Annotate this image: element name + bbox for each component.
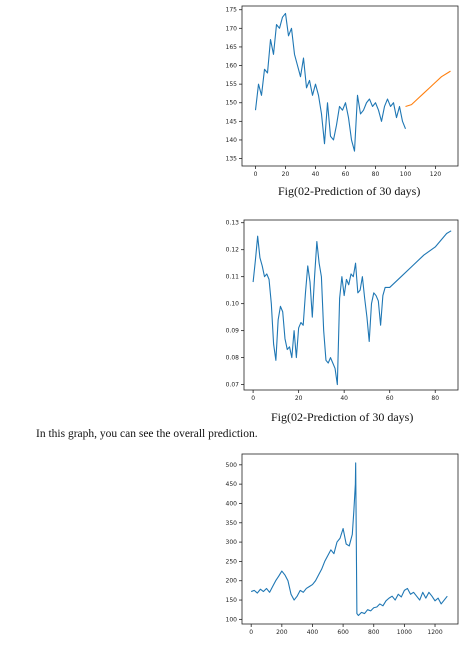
y-tick-label: 0.10 [226,301,240,308]
y-tick-label: 450 [226,481,238,488]
y-tick-label: 170 [226,25,238,32]
y-tick-label: 0.08 [226,355,240,362]
plot-frame [241,453,459,625]
y-tick-label: 140 [226,137,238,144]
chart-2-svg: 0.07 0.08 0.09 0.10 0.11 0.12 0.13 0 20 40 60 80 [226,219,459,402]
y-tick-label: 100 [226,616,238,623]
plot-frame [241,5,459,167]
y-tick-label: 400 [226,500,238,507]
y-tick-label: 300 [226,539,238,546]
x-tick-label: 20 [295,395,303,402]
chart-1: 135 140 145 150 155 160 165 170 175 0 20 40 60 80 100 1… [220,2,460,184]
series-line-2 [405,70,451,107]
y-tick-label: 350 [226,520,238,527]
x-tick-label: 20 [282,171,290,178]
y-tick-label: 150 [226,100,238,107]
plot-frame [243,219,459,391]
y-tick-label: 175 [226,7,238,14]
series-line-1 [254,12,407,152]
x-tick-label: 800 [368,629,380,636]
y-tick-label: 150 [226,597,238,604]
x-tick-label: 0 [251,395,255,402]
x-tick-label: 0 [254,171,258,178]
caption-fig2-text: Fig(02-Prediction of 30 days) [271,410,414,424]
y-tick-label: 135 [226,156,238,163]
y-tick-label: 0.09 [226,328,240,335]
x-tick-label: 80 [431,395,439,402]
y-tick-label: 200 [226,578,238,585]
caption-fig1: Fig(02-Prediction of 30 days) [278,184,420,199]
y-tick-label: 250 [226,558,238,565]
x-tick-label: 600 [337,629,349,636]
x-tick-label: 40 [312,171,320,178]
series-line-1 [252,230,452,386]
y-tick-label: 0.13 [226,220,240,227]
y-tick-label: 155 [226,81,238,88]
x-tick-label: 0 [249,629,253,636]
chart-3-svg: 100 150 200 250 300 350 400 450 500 0 200 400 600 800… [226,453,459,636]
chart-1-svg: 135 140 145 150 155 160 165 170 175 0 20 40 60 80 100 1… [226,5,459,178]
x-tick-label: 80 [372,171,380,178]
x-tick-label: 400 [307,629,319,636]
x-tick-label: 1000 [397,629,412,636]
x-tick-label: 120 [430,171,442,178]
x-tick-label: 200 [276,629,288,636]
x-tick-label: 60 [342,171,350,178]
y-tick-label: 145 [226,118,238,125]
y-tick-label: 0.07 [226,382,240,389]
chart-2: 0.07 0.08 0.09 0.10 0.11 0.12 0.13 0 20 40 60 80 [218,216,462,410]
chart-3: 100 150 200 250 300 350 400 450 500 0 200 400 600 800… [222,450,462,642]
y-tick-label: 500 [226,462,238,469]
body-paragraph: In this graph, you can see the overall p… [36,428,258,440]
x-tick-label: 1200 [427,629,442,636]
x-tick-label: 100 [400,171,412,178]
x-tick-label: 60 [386,395,394,402]
caption-fig2: Fig(02-Prediction of 30 days) [271,410,413,425]
y-tick-label: 0.12 [226,247,240,254]
y-tick-label: 165 [226,44,238,51]
series-line-1 [250,462,448,617]
y-tick-label: 160 [226,63,238,70]
y-tick-label: 0.11 [226,274,240,281]
caption-fig1-text: Fig(02-Prediction of 30 days) [278,184,421,198]
x-tick-label: 40 [340,395,348,402]
